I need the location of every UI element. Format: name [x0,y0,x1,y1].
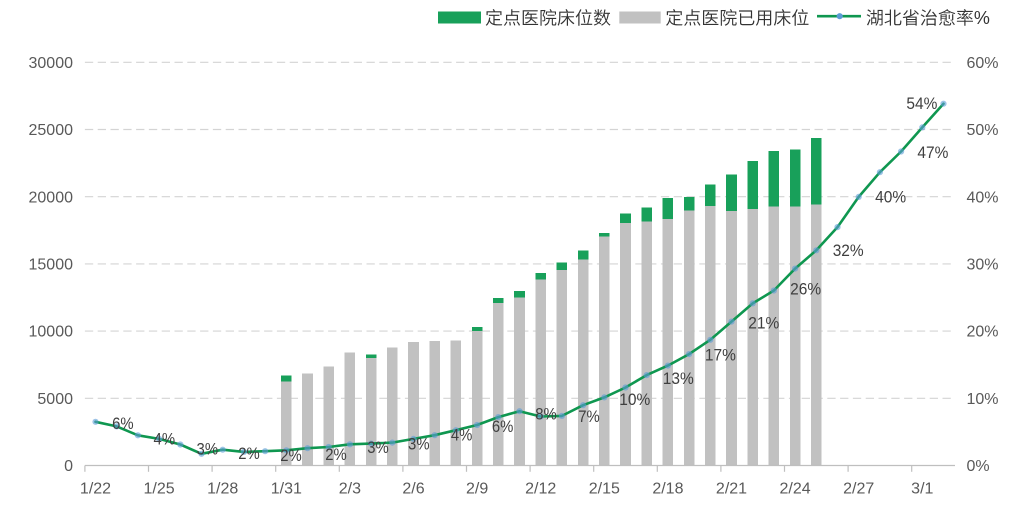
svg-text:2/3: 2/3 [339,481,361,498]
svg-text:2%: 2% [325,445,347,464]
svg-text:21%: 21% [748,314,779,333]
svg-text:0%: 0% [967,458,990,475]
svg-text:1/28: 1/28 [207,481,238,498]
svg-text:2/27: 2/27 [843,481,874,498]
svg-text:2/6: 2/6 [402,481,424,498]
svg-text:%: % [974,8,990,28]
svg-text:6%: 6% [492,417,514,436]
svg-text:50%: 50% [967,122,999,139]
svg-text:5000: 5000 [37,391,73,408]
svg-text:20%: 20% [967,324,999,341]
svg-text:26%: 26% [790,280,821,299]
svg-text:2/15: 2/15 [589,481,620,498]
svg-text:30%: 30% [967,257,999,274]
svg-text:2%: 2% [238,444,260,463]
svg-text:7%: 7% [578,407,600,426]
svg-text:2/18: 2/18 [652,481,683,498]
svg-text:4%: 4% [451,426,473,445]
svg-text:30000: 30000 [29,55,74,72]
svg-text:3/1: 3/1 [911,481,933,498]
svg-text:17%: 17% [705,346,736,365]
svg-text:10%: 10% [619,390,650,409]
svg-text:1/31: 1/31 [271,481,302,498]
svg-text:2%: 2% [280,446,302,465]
svg-text:2/12: 2/12 [525,481,556,498]
svg-text:1/22: 1/22 [80,481,111,498]
svg-text:3%: 3% [367,438,389,457]
svg-text:0: 0 [64,458,73,475]
svg-text:1/25: 1/25 [144,481,175,498]
svg-text:10%: 10% [967,391,999,408]
svg-text:8%: 8% [535,405,557,424]
svg-text:25000: 25000 [29,122,74,139]
svg-text:3%: 3% [197,440,219,459]
svg-text:6%: 6% [112,414,134,433]
svg-text:20000: 20000 [29,189,74,206]
svg-text:40%: 40% [875,187,906,206]
svg-text:2/21: 2/21 [716,481,747,498]
svg-text:32%: 32% [833,241,864,260]
svg-text:3%: 3% [408,435,430,454]
svg-text:2/9: 2/9 [466,481,488,498]
svg-text:15000: 15000 [29,257,74,274]
svg-text:60%: 60% [967,55,999,72]
svg-text:4%: 4% [154,430,176,449]
svg-text:10000: 10000 [29,324,74,341]
svg-text:54%: 54% [906,94,937,113]
svg-text:47%: 47% [917,143,948,162]
svg-text:13%: 13% [663,369,694,388]
svg-text:2/24: 2/24 [780,481,811,498]
svg-text:40%: 40% [967,189,999,206]
